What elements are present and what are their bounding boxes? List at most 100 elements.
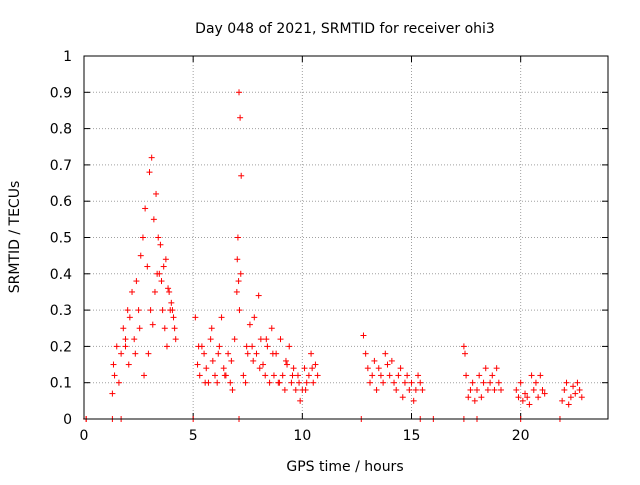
data-point [264, 343, 271, 350]
x-tick-label: 10 [293, 428, 311, 444]
data-point [212, 372, 218, 379]
data-point [528, 372, 535, 379]
data-point [194, 361, 201, 368]
data-point [242, 379, 249, 386]
data-point [172, 336, 179, 343]
data-point [314, 372, 321, 379]
x-tick-label: 5 [189, 428, 198, 444]
data-point [302, 386, 309, 393]
data-point [360, 332, 367, 339]
data-point [145, 350, 152, 357]
data-point [163, 343, 170, 350]
data-point [297, 397, 304, 404]
data-point [541, 390, 548, 397]
data-point [277, 336, 284, 343]
y-tick-label: 0.4 [50, 267, 72, 283]
data-point [371, 357, 378, 364]
data-point [234, 234, 241, 241]
data-point [537, 372, 544, 379]
data-point [530, 386, 537, 393]
data-point [377, 372, 384, 379]
data-point [480, 379, 487, 386]
x-tick-label: 0 [80, 428, 89, 444]
data-point [148, 154, 155, 161]
data-point [305, 372, 312, 379]
data-point [565, 401, 572, 408]
data-point [157, 241, 164, 248]
data-point [303, 379, 310, 386]
data-point [515, 394, 522, 401]
data-point [301, 365, 308, 372]
data-point [171, 325, 178, 332]
data-point [487, 379, 494, 386]
data-point [192, 314, 199, 321]
plot-frame [83, 55, 609, 420]
data-point [201, 350, 208, 357]
data-point [137, 252, 144, 259]
y-tick-label: 0.9 [50, 85, 72, 101]
data-point [289, 372, 296, 379]
data-point [279, 372, 286, 379]
data-point [195, 343, 202, 350]
y-tick-label: 0 [63, 412, 72, 428]
data-point [260, 361, 267, 368]
data-point [391, 379, 398, 386]
data-point [412, 386, 419, 393]
y-tick-label: 0.5 [50, 231, 72, 247]
data-point [294, 372, 301, 379]
data-point [393, 386, 400, 393]
data-point [237, 114, 244, 121]
data-point [131, 336, 138, 343]
data-point [146, 169, 153, 176]
data-point [578, 394, 585, 401]
data-point [139, 234, 146, 241]
data-point [255, 292, 262, 299]
data-point [388, 357, 395, 364]
data-point [484, 386, 491, 393]
data-point [110, 361, 117, 368]
x-tick-label: 15 [403, 428, 421, 444]
data-point [539, 386, 546, 393]
data-point [142, 205, 149, 212]
data-point [126, 314, 133, 321]
data-point [147, 307, 154, 314]
data-point [563, 379, 570, 386]
data-point [467, 386, 474, 393]
data-point [256, 365, 263, 372]
data-point [284, 361, 291, 368]
data-point [257, 336, 264, 343]
data-point [522, 390, 529, 397]
data-point [129, 288, 136, 295]
data-point [227, 379, 234, 386]
data-point [208, 325, 215, 332]
data-point [150, 216, 157, 223]
data-point [122, 343, 129, 350]
data-point [419, 386, 426, 393]
data-point [308, 350, 315, 357]
data-point [399, 394, 406, 401]
data-point [270, 372, 277, 379]
data-point [209, 357, 216, 364]
data-point [244, 350, 251, 357]
data-point [233, 288, 240, 295]
data-point [469, 379, 476, 386]
data-point [404, 372, 411, 379]
data-point [559, 397, 566, 404]
data-point [136, 325, 143, 332]
y-tick-label: 0.6 [50, 194, 72, 210]
data-point [471, 397, 478, 404]
data-point [415, 372, 422, 379]
data-point [478, 394, 485, 401]
data-point [235, 278, 242, 285]
data-point [238, 172, 245, 179]
data-point [491, 386, 498, 393]
grid-lines [84, 56, 608, 419]
data-point [124, 307, 131, 314]
data-point [111, 372, 118, 379]
data-point [465, 394, 472, 401]
data-point [576, 386, 583, 393]
data-point [122, 336, 129, 343]
data-point [249, 343, 256, 350]
data-point [532, 379, 539, 386]
